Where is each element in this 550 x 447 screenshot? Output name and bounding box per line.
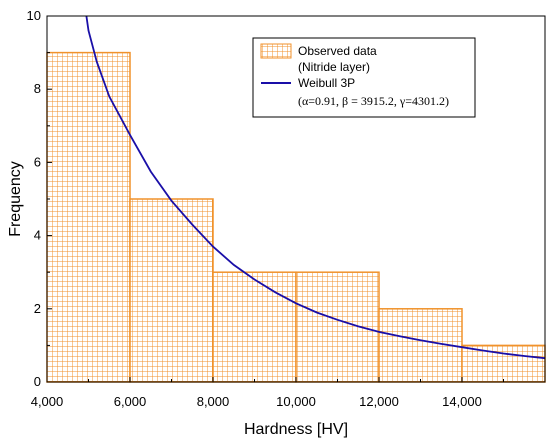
histogram-bar xyxy=(212,271,297,383)
histogram-bar xyxy=(46,51,131,383)
legend: Observed data (Nitride layer) Weibull 3P… xyxy=(252,37,476,118)
x-tick-label: 4,000 xyxy=(31,394,64,409)
weibull-curve xyxy=(85,16,545,360)
y-tick-label: 6 xyxy=(34,154,41,169)
x-axis-title: Hardness [HV] xyxy=(244,421,348,438)
x-tick-label: 12,000 xyxy=(359,394,399,409)
x-tick-label: 14,000 xyxy=(442,394,482,409)
histogram-bar xyxy=(295,271,380,383)
legend-label-weibull: Weibull 3P xyxy=(298,76,355,90)
x-axis: 4,000 6,000 8,000 10,000 12,000 14,000 xyxy=(31,377,504,409)
x-tick-label: 8,000 xyxy=(197,394,230,409)
legend-label-observed-sub: (Nitride layer) xyxy=(298,60,370,74)
y-axis-title: Frequency xyxy=(7,161,24,237)
y-tick-label: 4 xyxy=(34,228,41,243)
legend-label-observed: Observed data xyxy=(298,44,377,58)
legend-weibull-params: (α=0.91, β = 3915.2, γ=4301.2) xyxy=(298,94,449,108)
weibull-curve-group xyxy=(85,16,545,360)
y-tick-label: 2 xyxy=(34,301,41,316)
histogram-bar xyxy=(461,344,546,383)
x-tick-label: 10,000 xyxy=(276,394,316,409)
legend-swatch-observed xyxy=(260,43,292,59)
y-axis: 0 2 4 6 8 10 xyxy=(27,8,52,389)
histogram-bar xyxy=(129,198,214,383)
y-tick-label: 8 xyxy=(34,81,41,96)
y-tick-label: 10 xyxy=(27,8,41,23)
y-tick-label: 0 xyxy=(34,374,41,389)
x-tick-label: 6,000 xyxy=(114,394,147,409)
